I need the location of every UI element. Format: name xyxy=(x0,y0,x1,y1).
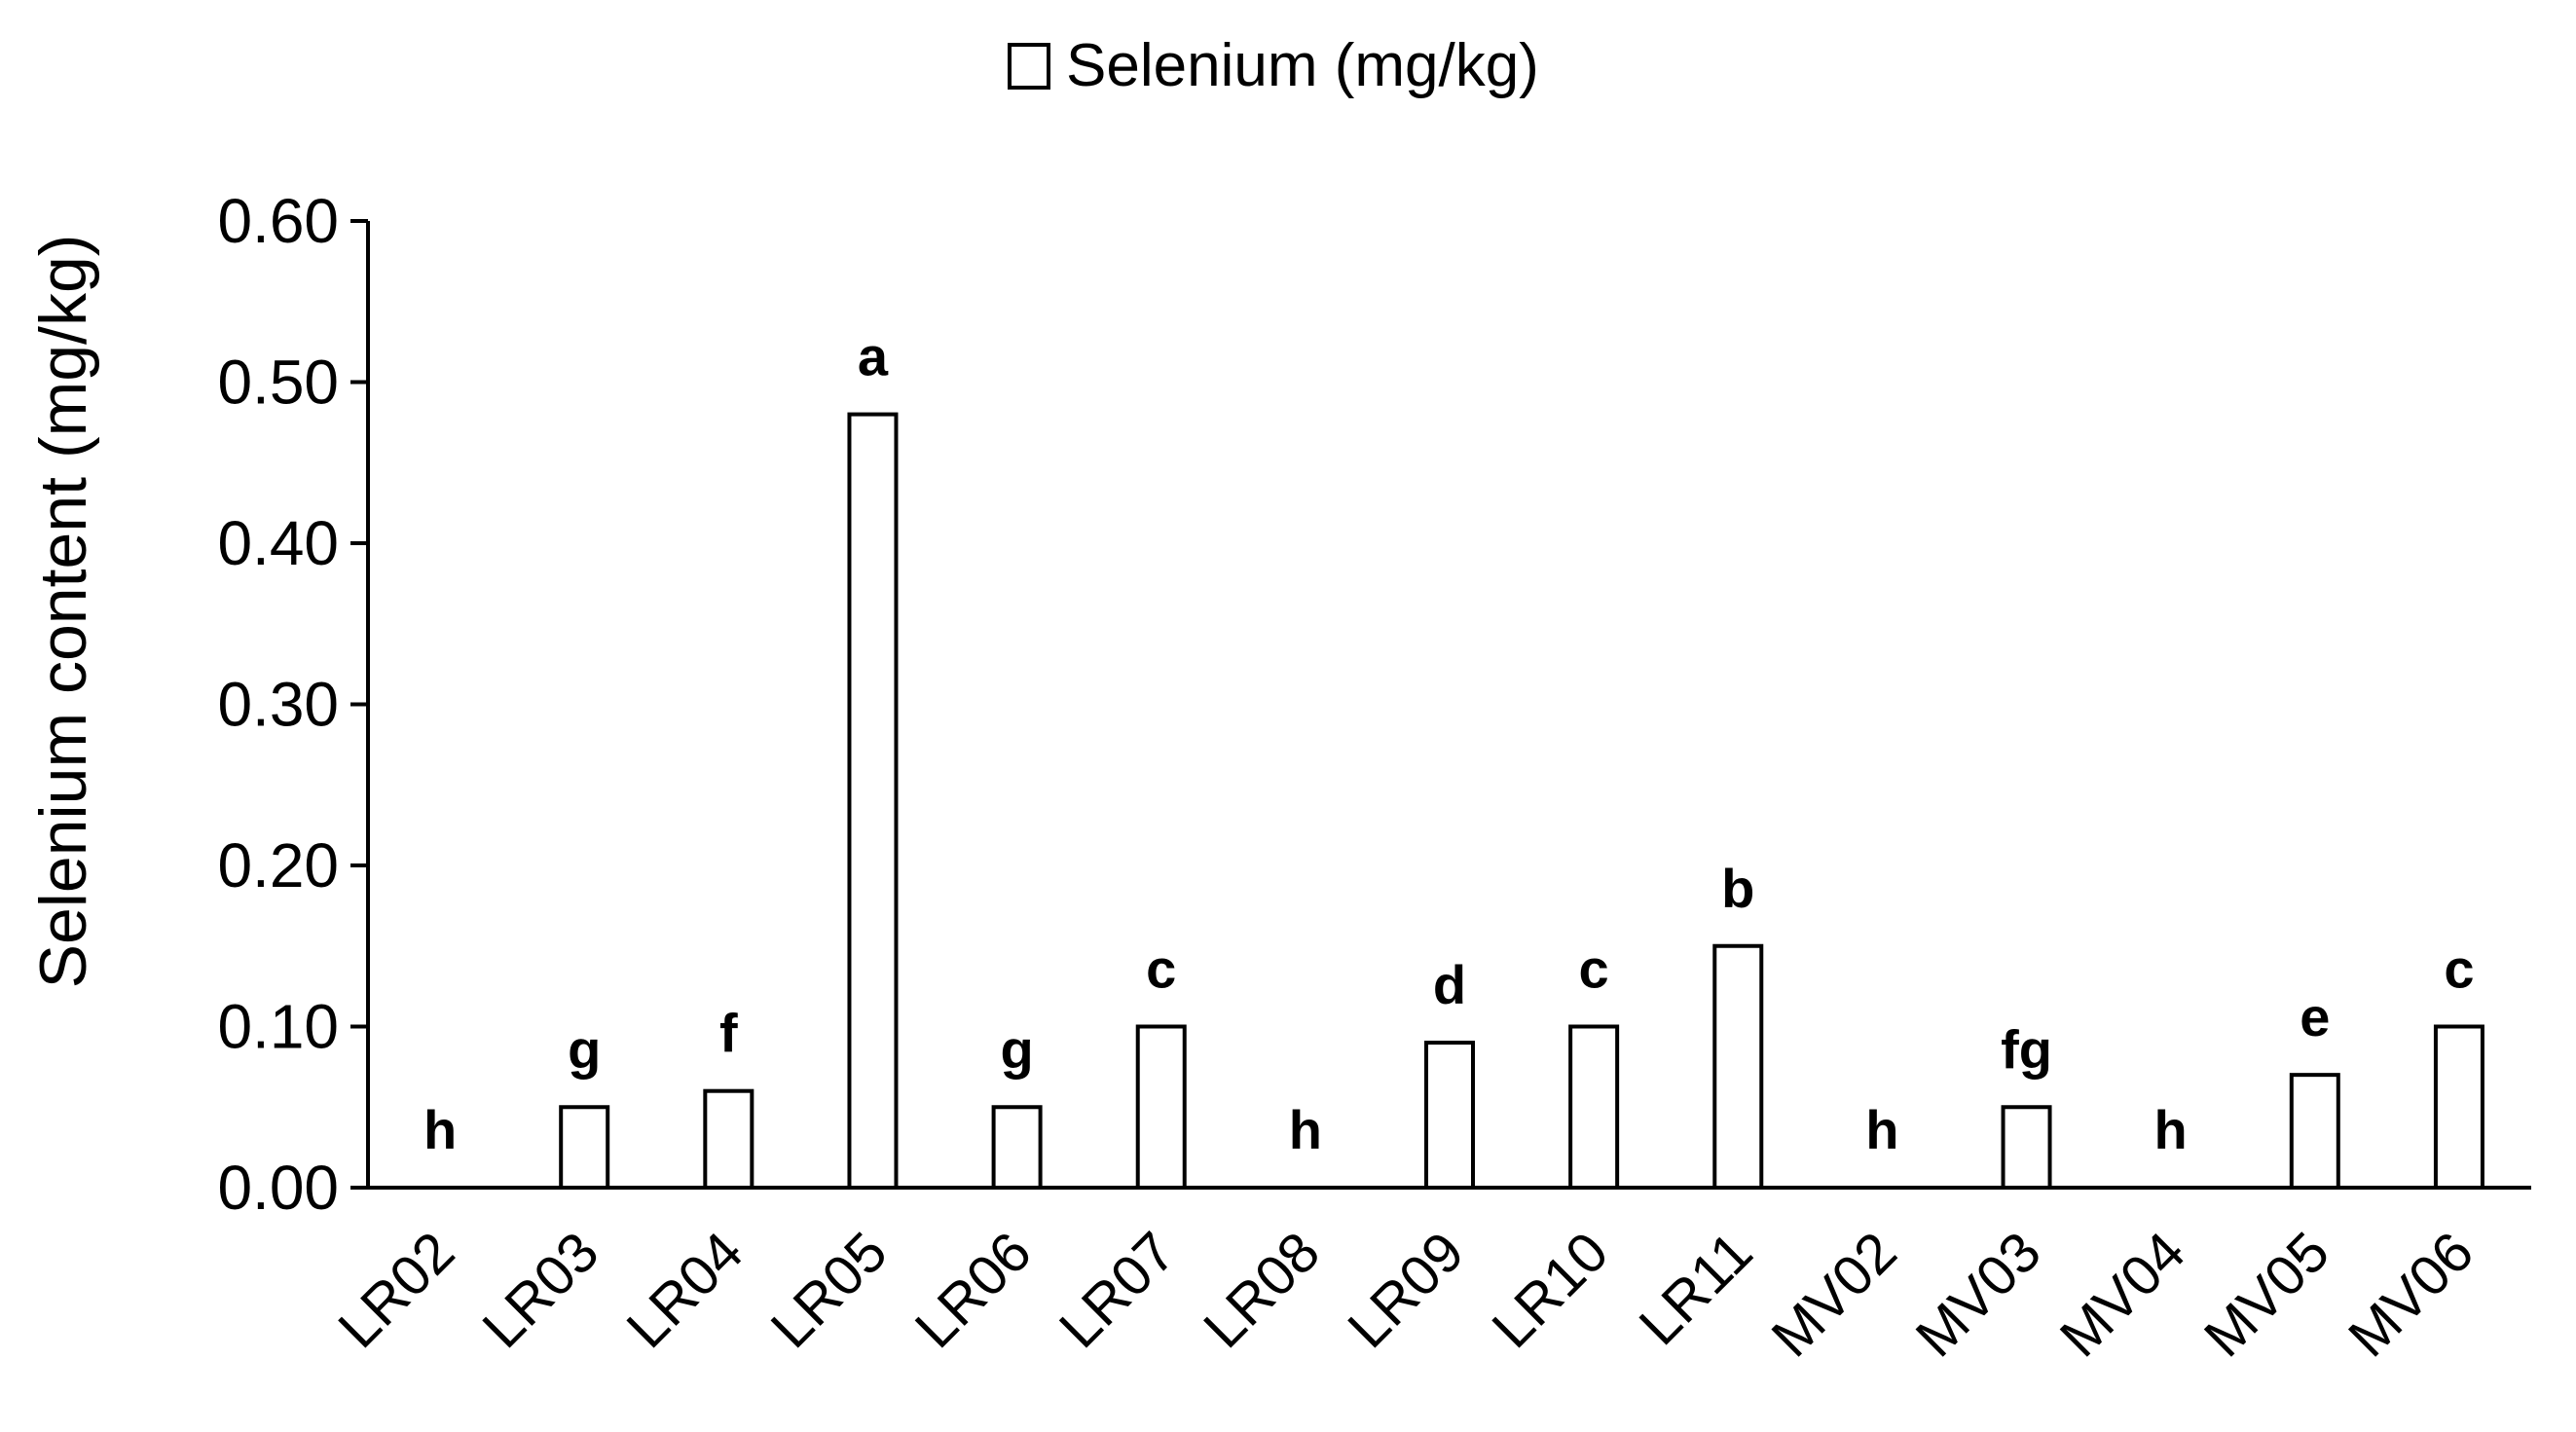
x-tick-label: LR02 xyxy=(326,1220,466,1360)
significance-letter: g xyxy=(568,1018,601,1080)
y-tick-label: 0.00 xyxy=(217,1153,339,1223)
bar-lr11 xyxy=(1712,943,1764,1190)
x-tick-label: MV05 xyxy=(2192,1220,2341,1369)
significance-letter: g xyxy=(1000,1018,1033,1080)
y-axis-title: Selenium content (mg/kg) xyxy=(26,235,100,989)
significance-letter: d xyxy=(1433,954,1466,1015)
y-tick-label: 0.60 xyxy=(217,186,339,256)
x-tick-label: LR08 xyxy=(1192,1220,1332,1360)
bar-lr04 xyxy=(703,1088,754,1190)
legend-label: Selenium (mg/kg) xyxy=(1066,32,1539,99)
significance-letter: h xyxy=(1289,1099,1322,1160)
x-tick-label: LR05 xyxy=(759,1220,900,1360)
bar-lr05 xyxy=(847,412,899,1191)
x-tick-label: LR06 xyxy=(903,1220,1044,1360)
y-axis-ticks: 0.00 0.10 0.20 0.30 0.40 0.50 0.60 xyxy=(217,186,368,1223)
bar-mv06 xyxy=(2433,1024,2484,1190)
significance-letter: e xyxy=(2300,986,2330,1047)
bar-lr09 xyxy=(1424,1041,1475,1191)
x-tick-label: LR04 xyxy=(615,1220,755,1360)
x-tick-label: LR09 xyxy=(1336,1220,1476,1360)
x-tick-label: MV02 xyxy=(1759,1220,1908,1369)
significance-letter: b xyxy=(1721,858,1754,919)
x-tick-label: LR07 xyxy=(1048,1220,1188,1360)
y-tick-label: 0.30 xyxy=(217,670,339,740)
significance-letter: c xyxy=(2444,938,2474,1000)
bar-lr03 xyxy=(559,1105,610,1190)
bar-lr06 xyxy=(991,1105,1043,1190)
bar-lr10 xyxy=(1568,1024,1620,1190)
x-tick-label: MV03 xyxy=(1904,1220,2053,1369)
x-tick-label: LR10 xyxy=(1480,1220,1620,1360)
bar-mv03 xyxy=(2001,1105,2052,1190)
significance-letter: h xyxy=(423,1099,457,1160)
significance-letter: c xyxy=(1146,938,1176,1000)
x-tick-label: MV06 xyxy=(2337,1220,2485,1369)
significance-letter: a xyxy=(858,326,889,387)
significance-letter: f xyxy=(719,1003,738,1064)
x-axis-labels: LR02 LR03 LR04 LR05 LR06 LR07 LR08 LR09 LR10 LR11… xyxy=(326,1220,2485,1369)
x-tick-label: LR03 xyxy=(470,1220,610,1360)
significance-letter: c xyxy=(1579,938,1609,1000)
bar-lr07 xyxy=(1135,1024,1187,1190)
y-tick-label: 0.20 xyxy=(217,830,339,900)
significance-letters: h g f a g c h d c b h fg h e c xyxy=(423,326,2475,1160)
y-tick-label: 0.40 xyxy=(217,508,339,578)
y-tick-label: 0.10 xyxy=(217,992,339,1062)
bars xyxy=(559,412,2484,1191)
y-tick-label: 0.50 xyxy=(217,348,339,418)
bar-mv05 xyxy=(2289,1073,2340,1191)
significance-letter: fg xyxy=(2001,1018,2052,1080)
significance-letter: h xyxy=(1865,1099,1898,1160)
significance-letter: h xyxy=(2154,1099,2188,1160)
legend: Selenium (mg/kg) xyxy=(1008,32,1539,99)
legend-swatch xyxy=(1008,43,1050,90)
x-tick-label: LR11 xyxy=(1627,1220,1764,1357)
x-tick-label: MV04 xyxy=(2048,1220,2197,1369)
